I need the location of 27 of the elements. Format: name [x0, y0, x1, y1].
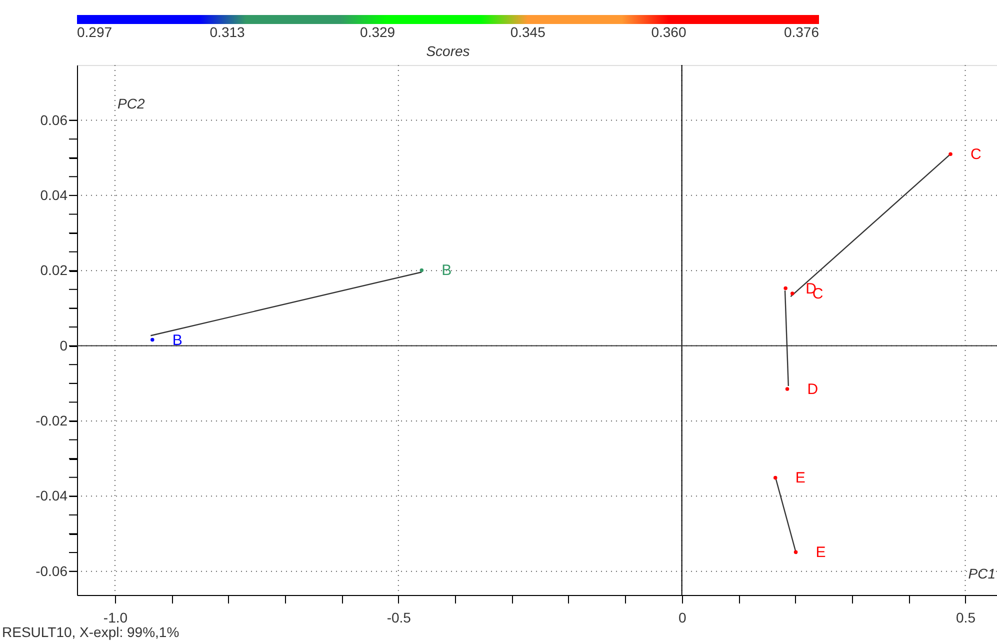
color-bar-label: 0.313: [210, 24, 246, 40]
data-label: E: [816, 544, 826, 562]
y-axis-title: PC2: [118, 96, 145, 112]
x-axis-title: PC1: [968, 566, 996, 582]
data-label: B: [172, 332, 182, 349]
x-tick-label: 0: [678, 610, 686, 626]
data-label: C: [970, 146, 982, 164]
color-bar-label: 0.345: [510, 24, 546, 40]
x-tick-label: -1.0: [103, 610, 128, 626]
text: RESULT10, X-expl: 99%,1%: [2, 624, 180, 640]
y-tick-label: -0.06: [36, 562, 68, 579]
x-tick-label: 0.5: [956, 610, 976, 626]
data-label: E: [795, 470, 806, 487]
color-bar-label: 0.297: [77, 24, 112, 40]
y-tick-label: 0.02: [40, 262, 68, 278]
y-tick-label: 0.04: [40, 186, 68, 203]
x-tick-label: -0.5: [386, 610, 412, 626]
color-bar-label: 0.360: [651, 24, 686, 40]
y-tick-label: -0.02: [36, 412, 68, 428]
data-label: B: [442, 262, 452, 280]
y-tick-label: -0.04: [36, 488, 68, 504]
color-bar-label: 0.329: [360, 24, 396, 40]
color-bar-title: Scores: [426, 43, 470, 59]
y-tick-label: 0.06: [40, 112, 68, 128]
color-bar-label: 0.376: [784, 24, 820, 40]
y-tick-label: 0: [60, 337, 68, 354]
data-label: D: [807, 381, 818, 398]
